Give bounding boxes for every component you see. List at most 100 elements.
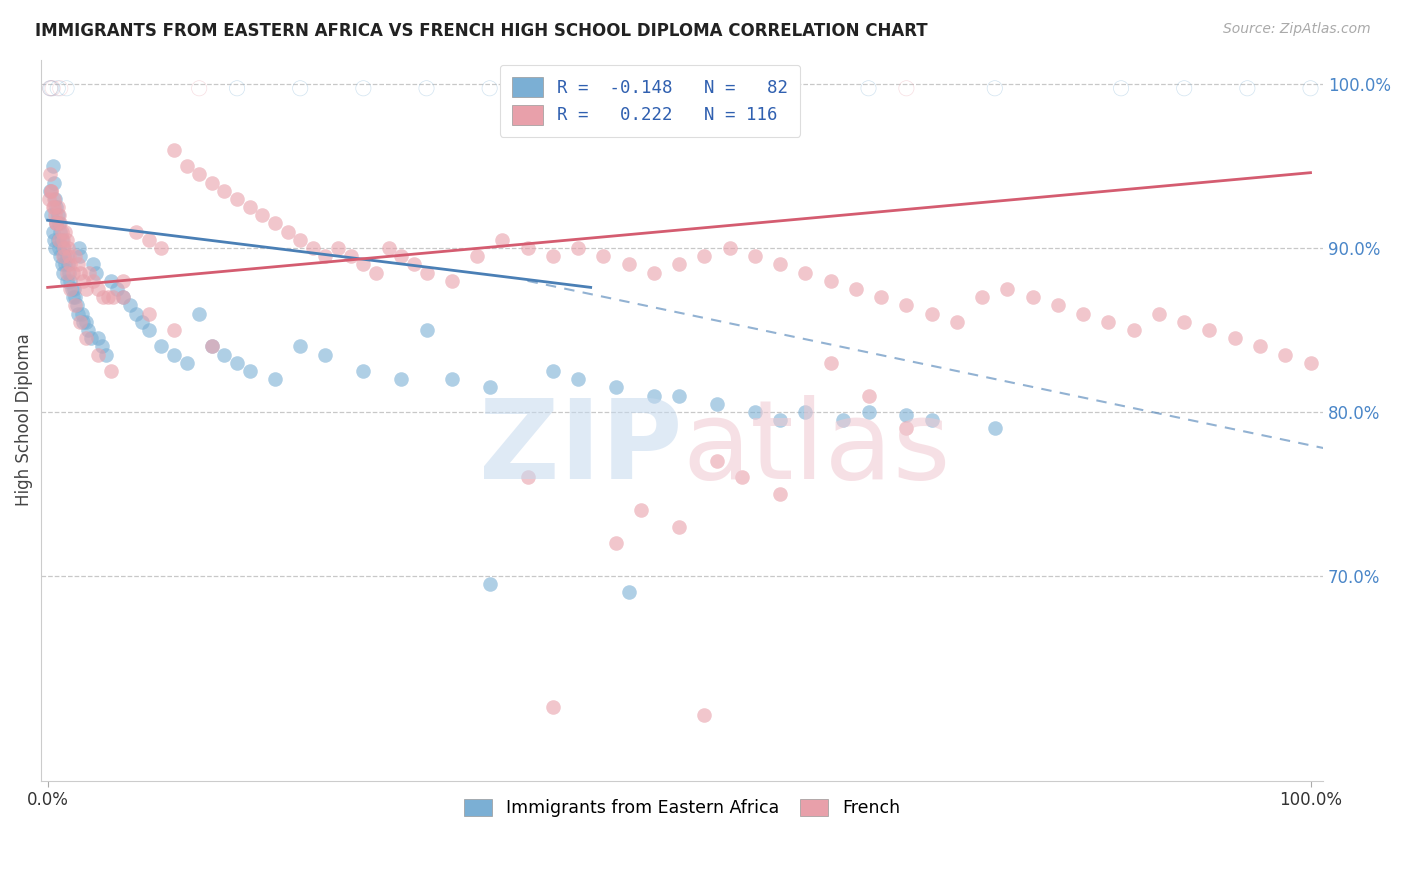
Point: [49, 217, 72, 231]
Point: [1097, 315, 1119, 329]
Point: [59, 274, 82, 288]
Point: [49, 249, 72, 263]
Point: [201, 176, 224, 190]
Point: [112, 290, 135, 304]
Point: [55, 233, 77, 247]
Point: [69, 315, 91, 329]
Point: [731, 81, 754, 95]
Point: [45, 200, 67, 214]
Point: [1122, 323, 1144, 337]
Point: [188, 307, 211, 321]
Point: [41, 184, 63, 198]
Point: [42, 192, 65, 206]
Legend: Immigrants from Eastern Africa, French: Immigrants from Eastern Africa, French: [456, 790, 908, 826]
Point: [55, 274, 77, 288]
Point: [352, 257, 374, 271]
Point: [744, 249, 766, 263]
Point: [440, 372, 463, 386]
Point: [42, 176, 65, 190]
Point: [112, 290, 135, 304]
Point: [42, 233, 65, 247]
Y-axis label: High School Diploma: High School Diploma: [15, 334, 32, 507]
Point: [105, 282, 128, 296]
Point: [516, 241, 538, 255]
Point: [769, 413, 792, 427]
Point: [51, 233, 73, 247]
Point: [617, 585, 640, 599]
Point: [48, 241, 70, 255]
Point: [138, 323, 160, 337]
Point: [103, 290, 125, 304]
Point: [896, 81, 918, 95]
Point: [87, 348, 110, 362]
Point: [51, 257, 73, 271]
Point: [832, 413, 855, 427]
Point: [82, 274, 104, 288]
Point: [415, 323, 437, 337]
Point: [541, 249, 564, 263]
Point: [82, 257, 104, 271]
Point: [302, 241, 325, 255]
Point: [1249, 339, 1271, 353]
Point: [440, 274, 463, 288]
Point: [63, 282, 86, 296]
Point: [1299, 356, 1322, 370]
Point: [226, 356, 249, 370]
Point: [290, 233, 312, 247]
Point: [239, 364, 262, 378]
Text: ZIP: ZIP: [479, 395, 682, 502]
Point: [1198, 323, 1220, 337]
Text: IMMIGRANTS FROM EASTERN AFRICA VS FRENCH HIGH SCHOOL DIPLOMA CORRELATION CHART: IMMIGRANTS FROM EASTERN AFRICA VS FRENCH…: [35, 22, 928, 40]
Point: [39, 81, 62, 95]
Point: [112, 274, 135, 288]
Point: [79, 331, 101, 345]
Point: [44, 241, 66, 255]
Point: [41, 184, 63, 198]
Point: [52, 241, 75, 255]
Point: [794, 266, 817, 280]
Point: [58, 249, 80, 263]
Point: [44, 192, 66, 206]
Point: [53, 257, 76, 271]
Point: [65, 249, 87, 263]
Point: [693, 249, 716, 263]
Text: atlas: atlas: [682, 395, 950, 502]
Point: [55, 81, 77, 95]
Point: [41, 159, 63, 173]
Point: [48, 217, 70, 231]
Point: [201, 339, 224, 353]
Point: [59, 257, 82, 271]
Point: [364, 266, 387, 280]
Point: [163, 323, 186, 337]
Point: [49, 81, 72, 95]
Point: [896, 408, 918, 422]
Point: [617, 257, 640, 271]
Point: [176, 356, 198, 370]
Point: [97, 290, 120, 304]
Point: [820, 274, 842, 288]
Point: [541, 364, 564, 378]
Point: [744, 405, 766, 419]
Point: [52, 266, 75, 280]
Point: [858, 81, 880, 95]
Point: [277, 225, 299, 239]
Point: [66, 298, 89, 312]
Point: [60, 282, 83, 296]
Point: [138, 233, 160, 247]
Point: [402, 257, 425, 271]
Point: [125, 307, 148, 321]
Point: [643, 388, 665, 402]
Point: [75, 331, 97, 345]
Point: [870, 290, 893, 304]
Point: [314, 249, 336, 263]
Point: [56, 257, 79, 271]
Point: [972, 290, 994, 304]
Point: [226, 192, 249, 206]
Point: [65, 298, 87, 312]
Point: [1274, 348, 1296, 362]
Point: [389, 249, 412, 263]
Point: [44, 208, 66, 222]
Point: [118, 298, 141, 312]
Text: Source: ZipAtlas.com: Source: ZipAtlas.com: [1223, 22, 1371, 37]
Point: [630, 503, 652, 517]
